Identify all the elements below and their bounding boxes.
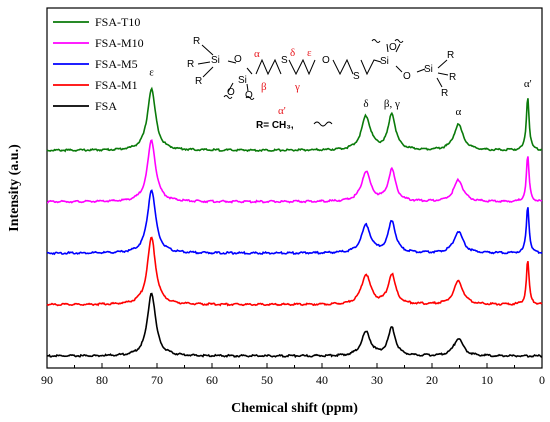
- alpha-label: α: [254, 48, 260, 60]
- legend: FSA-T10 FSA-M10 FSA-M5 FSA-M1 FSA: [53, 15, 144, 113]
- x-tick-label: 50: [261, 373, 273, 387]
- peak-label: β, γ: [384, 98, 400, 110]
- r-group-label: R: [449, 72, 456, 83]
- x-tick-label: 10: [481, 373, 493, 387]
- r-group-label: R: [441, 88, 448, 99]
- x-tick-label: 70: [151, 373, 163, 387]
- x-tick-label: 30: [371, 373, 383, 387]
- legend-label: FSA-M5: [95, 57, 138, 71]
- legend-label: FSA-M1: [95, 78, 138, 92]
- x-tick-label: 40: [316, 373, 328, 387]
- series-line-fsa-m10: [46, 139, 543, 204]
- r-group-label: R: [195, 76, 202, 87]
- oxygen-label: O: [389, 42, 397, 53]
- chemical-structure: [197, 39, 449, 127]
- oxygen-label: O: [245, 90, 253, 101]
- x-axis-title: Chemical shift (ppm): [231, 401, 358, 416]
- gamma-label: γ: [294, 81, 300, 93]
- x-tick-label: 60: [206, 373, 218, 387]
- y-axis-title: Intensity (a.u.): [7, 144, 22, 232]
- sulfur-label: S: [281, 55, 288, 66]
- silicon-label: Si: [238, 75, 247, 86]
- legend-label: FSA: [95, 99, 117, 113]
- oxygen-label: O: [234, 54, 242, 65]
- series-line-fsa-m5: [46, 189, 543, 256]
- oxygen-label: O: [322, 55, 330, 66]
- x-axis-ticks: 90 80 70 60 50 40 30 20 10 0 Chemical shift (ppm) I…: [7, 144, 545, 416]
- r-group-label: R: [193, 36, 200, 47]
- series-layer: [46, 86, 543, 359]
- x-tick-label: 20: [426, 373, 438, 387]
- silicon-label: Si: [211, 55, 220, 66]
- silicon-label: Si: [424, 64, 433, 75]
- silicon-label: Si: [380, 56, 389, 67]
- series-line-fsa: [46, 292, 543, 359]
- x-tick-label: 80: [96, 373, 108, 387]
- legend-label: FSA-M10: [95, 36, 144, 50]
- epsilon-label: ε: [307, 47, 312, 59]
- sulfur-label: S: [353, 71, 360, 82]
- r-definition-label: R= CH₃,: [256, 120, 294, 131]
- peak-labels: ε δ β, γ α α': [149, 66, 531, 118]
- beta-label: β: [261, 81, 267, 93]
- peak-label: α: [456, 106, 462, 118]
- delta-label: δ: [290, 47, 295, 59]
- r-group-label: R: [187, 59, 194, 70]
- alpha-prime-label: α': [278, 105, 286, 117]
- peak-label: ε: [149, 66, 154, 78]
- oxygen-label: O: [227, 87, 235, 98]
- series-line-fsa-m1: [46, 236, 543, 307]
- peak-label: α': [524, 78, 532, 90]
- x-tick-label: 90: [41, 373, 53, 387]
- r-group-label: R: [447, 50, 454, 61]
- legend-label: FSA-T10: [95, 15, 140, 29]
- peak-label: δ: [363, 98, 368, 110]
- x-tick-label: 0: [539, 373, 545, 387]
- series-line-fsa-t10: [46, 86, 543, 153]
- oxygen-label: O: [403, 71, 411, 82]
